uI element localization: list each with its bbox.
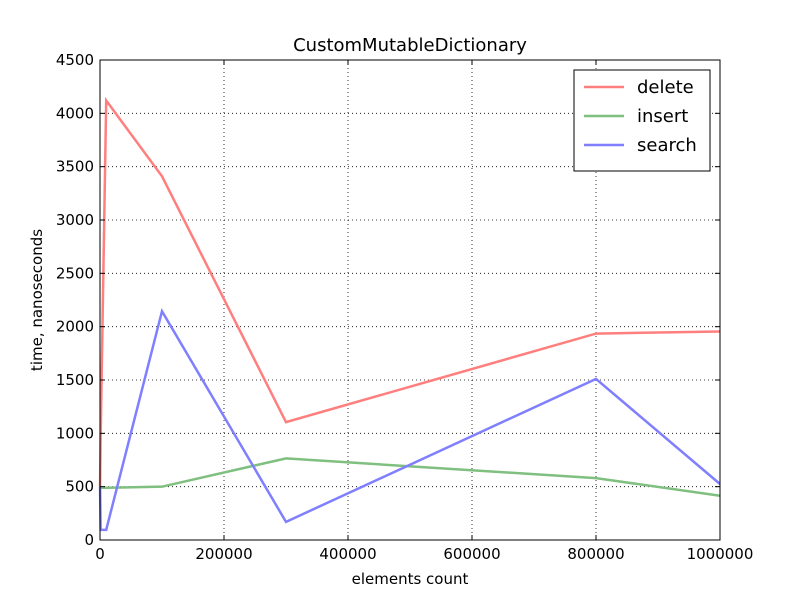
legend: delete insert search — [573, 69, 711, 172]
x-tick-label: 1000000 — [687, 545, 754, 563]
x-tick-label: 0 — [95, 545, 105, 563]
y-tick-label: 1000 — [56, 424, 94, 442]
legend-label-search: search — [637, 135, 697, 156]
axis-ticks: 0 200000 400000 600000 800000 1000000 0 500 1000… — [56, 51, 754, 563]
x-tick-label: 400000 — [319, 545, 376, 563]
x-tick-label: 600000 — [443, 545, 500, 563]
x-tick-label: 200000 — [195, 545, 252, 563]
plot-frame — [99, 59, 721, 541]
y-tick-label: 2000 — [56, 318, 94, 336]
legend-label-insert: insert — [637, 106, 688, 127]
y-tick-label: 2500 — [56, 264, 94, 282]
series-line-delete — [98, 96, 721, 487]
y-tick-label: 4000 — [56, 104, 94, 122]
x-tick-label: 800000 — [567, 545, 624, 563]
legend-label-delete: delete — [637, 77, 694, 98]
y-tick-label: 500 — [65, 478, 94, 496]
chart-title: CustomMutableDictionary — [293, 35, 527, 56]
x-axis-label: elements count — [352, 570, 469, 588]
y-tick-label: 1500 — [56, 371, 94, 389]
y-tick-label: 0 — [84, 531, 94, 549]
y-tick-label: 4500 — [56, 51, 94, 69]
y-axis-label: time, nanoseconds — [28, 229, 46, 371]
y-tick-label: 3000 — [56, 211, 94, 229]
series-lines — [98, 96, 721, 532]
y-tick-label: 3500 — [56, 158, 94, 176]
series-line-search — [98, 307, 721, 532]
